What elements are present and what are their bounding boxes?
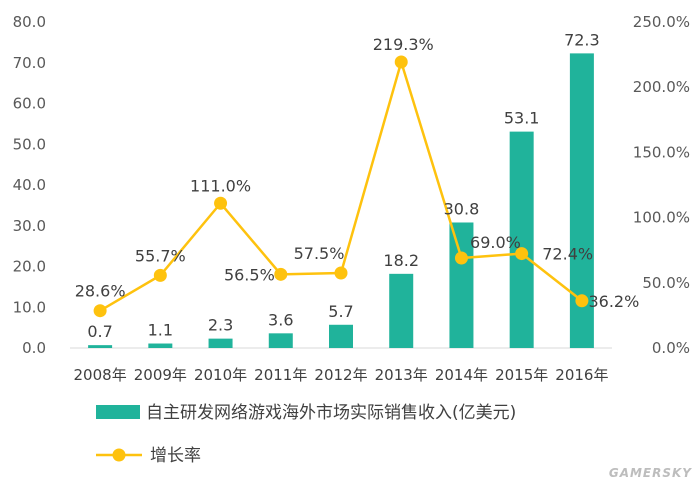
x-tick-label: 2011年 [254,366,307,384]
legend-line-label: 增长率 [150,446,201,466]
y-left-tick-label: 0.0 [22,339,46,357]
x-tick-label: 2008年 [74,366,127,384]
bar-value-label: 1.1 [148,321,173,340]
y-right-tick-label: 50.0% [642,274,690,292]
bar [449,222,474,348]
x-tick-label: 2012年 [314,366,367,384]
y-right-tick-label: 200.0% [633,78,690,96]
bar [208,338,233,348]
legend-line-marker [112,448,126,462]
bar-value-label: 2.3 [208,316,233,335]
line-marker [515,247,529,261]
y-left-tick-label: 10.0 [13,298,46,316]
y-left-tick-label: 70.0 [13,54,46,72]
legend: 自主研发网络游戏海外市场实际销售收入(亿美元) 增长率 [96,403,516,466]
line-value-label: 36.2% [588,292,639,311]
bar [268,333,293,348]
x-tick-label: 2014年 [435,366,488,384]
y-right-tick-label: 150.0% [633,143,690,161]
line-value-label: 28.6% [75,282,126,301]
bar [389,273,414,348]
legend-bar-swatch [96,405,140,419]
line-marker [454,251,468,265]
line-marker [214,196,228,210]
bar-value-label: 3.6 [268,310,293,329]
line-value-label: 57.5% [294,244,345,263]
line-value-label: 69.0% [470,233,521,252]
data-labels: 0.7 1.1 2.3 3.6 5.7 18.2 30.8 53.1 72.3 28.6% 55.7… [75,30,640,341]
bar [148,343,173,348]
x-tick-label: 2015年 [495,366,548,384]
y-left-tick-label: 30.0 [13,217,46,235]
x-tick-label: 2016年 [555,366,608,384]
x-tick-label: 2013年 [375,366,428,384]
y-left-tick-label: 80.0 [13,13,46,31]
y-left-tick-label: 20.0 [13,258,46,276]
bar-value-label: 72.3 [564,30,600,49]
bar [509,131,534,348]
line-value-label: 56.5% [224,265,275,284]
bar [88,345,113,348]
bar-value-label: 30.8 [444,199,480,218]
bar [329,324,353,348]
y-right-tick-label: 0.0% [652,339,690,357]
line-marker [394,55,408,69]
line-marker [153,268,167,282]
x-tick-label: 2010年 [194,366,247,384]
y-right-tick-label: 100.0% [633,209,690,227]
bar-value-label: 5.7 [328,302,353,321]
line-value-label: 219.3% [373,35,434,54]
line-marker [575,294,589,308]
line-marker [334,266,348,280]
line-marker [93,304,107,318]
line-value-label: 72.4% [542,245,593,264]
y-right-tick-label: 250.0% [633,13,690,31]
legend-bar-label: 自主研发网络游戏海外市场实际销售收入(亿美元) [146,403,516,423]
bar-series [88,53,594,348]
y-left-tick-label: 50.0 [13,135,46,153]
bar-value-label: 0.7 [87,322,112,341]
line-series [93,55,589,318]
line-value-label: 55.7% [135,246,186,265]
line-marker [274,267,288,281]
bar-value-label: 53.1 [504,109,540,128]
y-left-tick-label: 60.0 [13,95,46,113]
y-left-tick-label: 40.0 [13,176,46,194]
bar-value-label: 18.2 [383,251,419,270]
watermark: GAMERSKY [608,466,692,480]
x-tick-label: 2009年 [134,366,187,384]
line-value-label: 111.0% [190,176,251,195]
axes: 0.0 10.0 20.0 30.0 40.0 50.0 60.0 70.0 80.0 0.0% 5… [13,13,690,384]
